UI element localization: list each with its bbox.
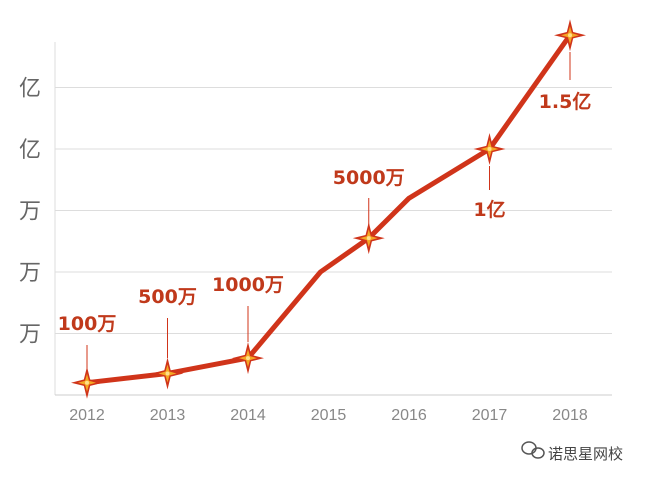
x-tick-label: 2014 bbox=[230, 407, 266, 424]
y-tick-label: 万 bbox=[19, 323, 41, 348]
data-label: 1000万 bbox=[212, 274, 284, 296]
y-tick-label: 万 bbox=[19, 261, 41, 286]
y-tick-label: 万 bbox=[19, 200, 41, 225]
data-label: 1亿 bbox=[473, 198, 505, 221]
x-tick-label: 2017 bbox=[472, 407, 508, 424]
x-tick-label: 2013 bbox=[150, 407, 186, 424]
data-point-marker bbox=[151, 357, 184, 390]
series-line bbox=[84, 32, 573, 386]
y-tick-label: 亿 bbox=[19, 138, 41, 163]
x-tick-label: 2018 bbox=[552, 407, 588, 424]
y-tick-label: 亿 bbox=[19, 77, 41, 102]
x-tick-label: 2015 bbox=[311, 407, 347, 424]
data-label: 500万 bbox=[138, 286, 197, 308]
data-label: 5000万 bbox=[333, 167, 405, 189]
data-point-marker bbox=[473, 133, 506, 165]
data-point-marker bbox=[232, 342, 264, 375]
data-label: 1.5亿 bbox=[539, 90, 592, 113]
x-tick-label: 2016 bbox=[391, 407, 427, 424]
watermark: 诺思星网校 bbox=[521, 441, 623, 463]
watermark-text: 诺思星网校 bbox=[548, 445, 623, 463]
data-point-marker bbox=[71, 366, 103, 399]
wechat-icon bbox=[521, 441, 545, 459]
data-point-marker bbox=[554, 19, 586, 52]
data-label: 100万 bbox=[58, 313, 117, 335]
x-tick-label: 2012 bbox=[69, 407, 105, 424]
data-point-marker bbox=[352, 222, 385, 255]
